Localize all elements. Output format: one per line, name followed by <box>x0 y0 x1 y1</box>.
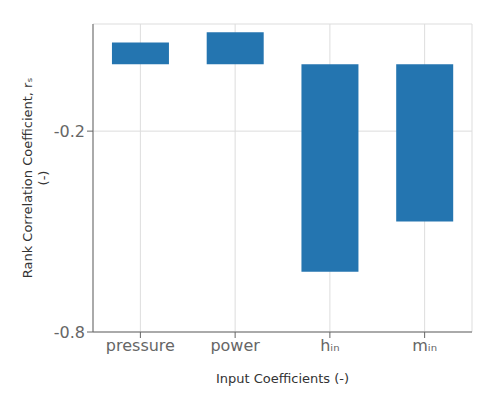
svg-text:hᵢₙ: hᵢₙ <box>320 336 339 355</box>
svg-text:Input Coefficients (-): Input Coefficients (-) <box>216 371 349 386</box>
svg-text:Rank Correlation Coefficient,: Rank Correlation Coefficient, rₛ(-) <box>20 78 51 279</box>
svg-text:mᵢₙ: mᵢₙ <box>412 336 437 355</box>
svg-text:power: power <box>210 336 260 355</box>
svg-text:-0.8: -0.8 <box>54 323 85 342</box>
svg-text:-0.2: -0.2 <box>54 122 85 141</box>
svg-text:pressure: pressure <box>106 336 175 355</box>
